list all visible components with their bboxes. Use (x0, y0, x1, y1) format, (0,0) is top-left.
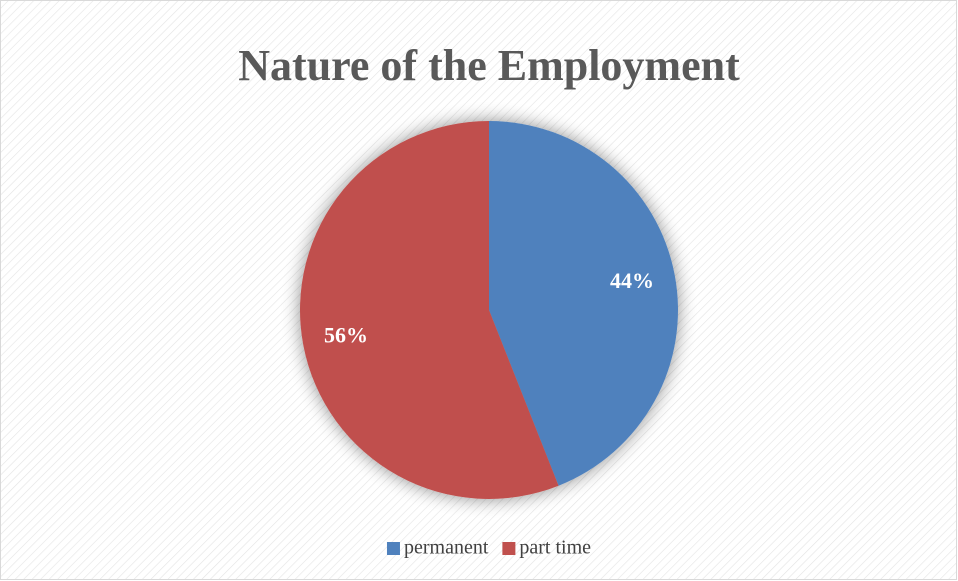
pie-slice (489, 121, 678, 486)
value-labels: 44% 56% (324, 268, 654, 348)
pie-slice (300, 121, 559, 499)
data-label: 44% (610, 268, 654, 293)
data-label: 56% (324, 322, 368, 347)
legend-label: part time (519, 537, 591, 559)
legend-item: permanent (386, 537, 489, 559)
legend-label: permanent (404, 537, 489, 559)
legend: permanent part time (386, 537, 591, 559)
pie (300, 121, 678, 499)
legend-item: part time (502, 537, 591, 559)
legend-swatch (386, 542, 400, 555)
legend-swatch (502, 542, 516, 555)
chart-title: Nature of the Employment (238, 41, 740, 90)
